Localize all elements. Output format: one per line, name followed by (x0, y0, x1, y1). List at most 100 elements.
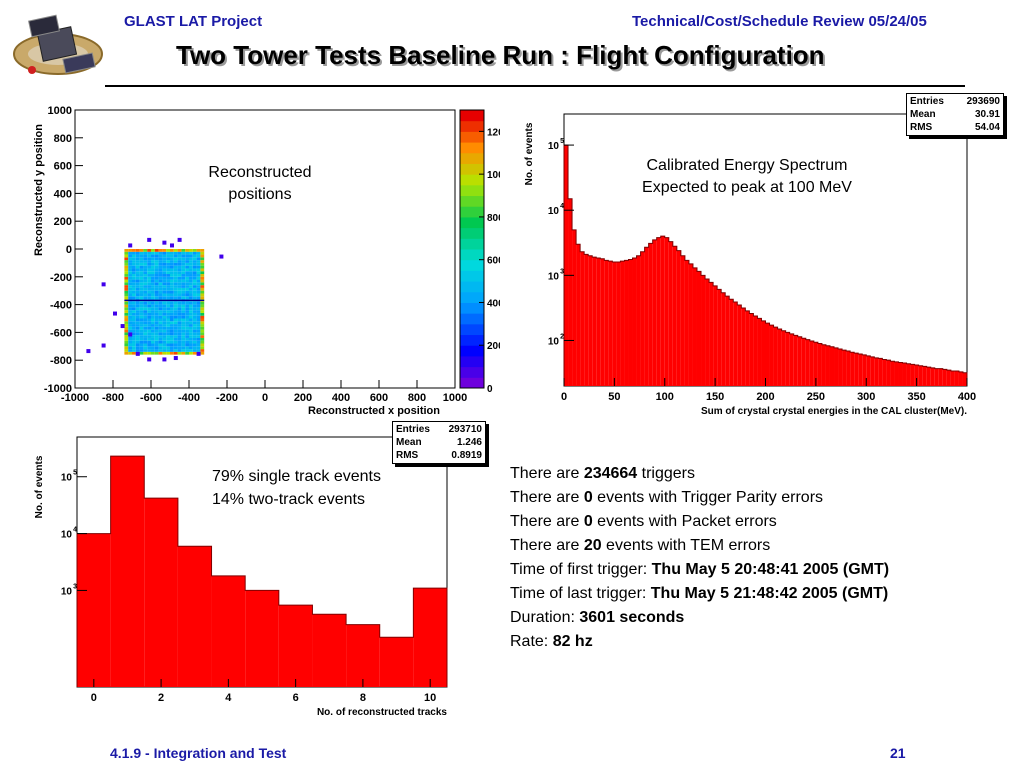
heatmap-cell (166, 324, 170, 327)
histogram-bar (580, 251, 585, 386)
heatmap-cell (177, 265, 182, 269)
color-scale-step (460, 110, 484, 122)
heatmap-cell (158, 296, 163, 300)
heatmap-cell (154, 326, 159, 330)
color-scale-step (460, 270, 484, 282)
heatmap-cell (139, 257, 144, 261)
energy-note-line2: Expected to peak at 100 MeV (642, 179, 852, 196)
histogram-bar (660, 236, 665, 386)
heatmap-cell (147, 335, 151, 338)
heatmap-cell (166, 262, 170, 266)
heatmap-cell (189, 271, 193, 275)
heatmap-cell (189, 312, 193, 316)
heatmap-cell (162, 274, 167, 277)
heatmap-cell (170, 257, 174, 261)
histogram-bar (709, 282, 714, 386)
heatmap-cell (154, 321, 159, 325)
x-axis-label: No. of reconstructed tracks (317, 707, 447, 718)
heatmap-cell (170, 332, 174, 336)
histogram-bar (656, 237, 661, 386)
heatmap-cell (185, 274, 189, 277)
heatmap-cell (166, 293, 170, 297)
heatmap-cell (177, 290, 182, 294)
heatmap-cell (154, 296, 159, 300)
heatmap-cell (151, 265, 155, 269)
heatmap-cell (185, 304, 189, 308)
heatmap-cell (192, 260, 197, 263)
heatmap-cell (181, 282, 186, 286)
heatmap-cell (200, 349, 205, 352)
heatmap-cell (166, 318, 170, 322)
histogram-bar (938, 368, 943, 386)
heatmap-cell (139, 346, 144, 350)
histogram-bar (789, 333, 794, 386)
heatmap-cell (132, 276, 136, 280)
heatmap-cell (158, 343, 163, 347)
heatmap-cell (192, 274, 197, 277)
heatmap-cell (128, 324, 132, 327)
heatmap-cell (132, 337, 136, 341)
heatmap-cell (147, 329, 151, 333)
heatmap-cell (185, 343, 189, 347)
heatmap-cell (124, 287, 129, 291)
heatmap-cell (196, 321, 201, 325)
histogram-bar (850, 352, 855, 386)
color-scale-step (460, 355, 484, 368)
heatmap-cell (185, 340, 189, 344)
heatmap-cell (196, 279, 201, 283)
color-scale-step (460, 377, 484, 389)
heatmap-cell (158, 346, 163, 350)
heatmap-cell (128, 349, 132, 352)
heatmap-cell (185, 346, 189, 350)
heatmap-cell (177, 282, 182, 286)
heatmap-cell (151, 335, 155, 338)
svg-text:10: 10 (61, 586, 73, 597)
heatmap-cell (181, 310, 186, 313)
heatmap-cell (147, 274, 151, 277)
histogram-bar (930, 367, 935, 386)
heatmap-cell (135, 262, 140, 266)
heatmap-cell (185, 251, 189, 255)
heatmap-cell (189, 293, 193, 297)
heatmap-cell (181, 304, 186, 308)
heatmap-cell (154, 260, 159, 263)
histogram-bar (926, 367, 931, 386)
heatmap-cell (200, 346, 205, 350)
heatmap-cell (173, 337, 178, 341)
x-tick-label: 250 (807, 391, 825, 403)
heatmap-cell (158, 351, 163, 355)
svg-text:10: 10 (548, 271, 560, 282)
heatmap-cell (135, 346, 140, 350)
heatmap-cell (135, 326, 140, 330)
x-tick-label: 200 (294, 392, 312, 404)
heatmap-cell (196, 268, 201, 272)
heatmap-cell (181, 346, 186, 350)
heatmap-cell (151, 290, 155, 294)
heatmap-cell (132, 290, 136, 294)
heatmap-cell (124, 349, 129, 352)
heatmap-cell (147, 351, 151, 355)
histogram-bar (110, 456, 145, 687)
heatmap-cell (192, 287, 197, 291)
heatmap-cell (170, 346, 174, 350)
heatmap-cell (124, 329, 129, 333)
histogram-bar (652, 239, 657, 386)
heatmap-cell (132, 249, 136, 252)
y-tick-label: 10 3 (548, 268, 564, 282)
heatmap-cell (173, 343, 178, 347)
heatmap-cell (139, 335, 144, 338)
heatmap-cell (192, 318, 197, 322)
heatmap-cell (154, 257, 159, 261)
histogram-bars (564, 145, 967, 386)
heatmap-cell (147, 349, 151, 352)
heatmap-cell (147, 268, 151, 272)
heatmap-cell (143, 276, 148, 280)
heatmap-cell (143, 287, 148, 291)
heatmap-cell (177, 268, 182, 272)
heatmap-cell (166, 274, 170, 277)
heatmap-cell (135, 279, 140, 283)
y-tick-label: 1000 (48, 105, 72, 117)
heatmap-cell (200, 304, 205, 308)
heatmap-cell (143, 318, 148, 322)
heatmap-cell (154, 351, 159, 355)
